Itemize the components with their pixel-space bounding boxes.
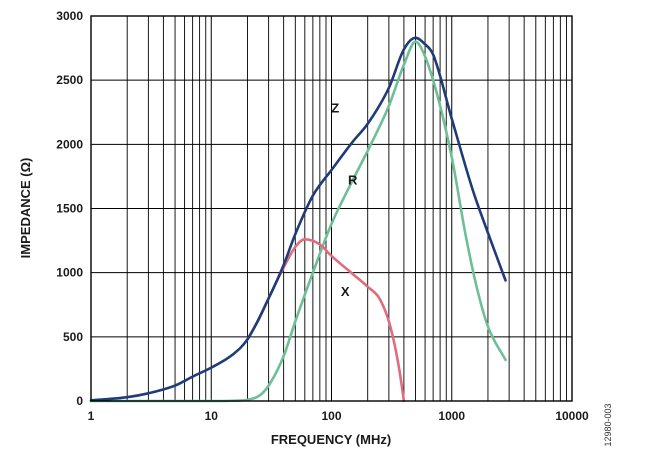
- x-tick-label: 1: [88, 409, 95, 423]
- x-tick-label: 10: [205, 409, 219, 423]
- x-tick-labels: 1 10 100 1000 10000: [88, 409, 589, 423]
- series-line-r: [89, 40, 507, 403]
- x-tick-label: 1000: [438, 409, 465, 423]
- y-tick-label: 1500: [56, 202, 83, 216]
- series-label-z: Z: [331, 100, 339, 115]
- x-axis-title: FREQUENCY (MHz): [271, 432, 391, 447]
- plot-frame: [90, 15, 573, 402]
- series-line-z: [89, 36, 507, 402]
- y-axis-title: IMPEDANCE (Ω): [18, 158, 33, 259]
- series-label-x: X: [341, 284, 350, 299]
- x-tick-label: 10000: [555, 409, 589, 423]
- y-tick-labels: 0 500 1000 1500 2000 2500 3000: [56, 9, 83, 408]
- series-labels: Z R X: [331, 100, 358, 299]
- y-tick-label: 2000: [56, 137, 83, 151]
- y-tick-label: 500: [63, 330, 83, 344]
- series-label-r: R: [348, 172, 358, 187]
- y-tick-label: 0: [76, 394, 83, 408]
- y-tick-label: 3000: [56, 9, 83, 23]
- x-tick-label: 100: [321, 409, 341, 423]
- figure-id: 12980-003: [603, 403, 613, 446]
- y-tick-label: 1000: [56, 266, 83, 280]
- grid-lines: [90, 15, 572, 402]
- series-curves: [89, 36, 507, 403]
- y-tick-label: 2500: [56, 73, 83, 87]
- plot-border: [90, 15, 573, 402]
